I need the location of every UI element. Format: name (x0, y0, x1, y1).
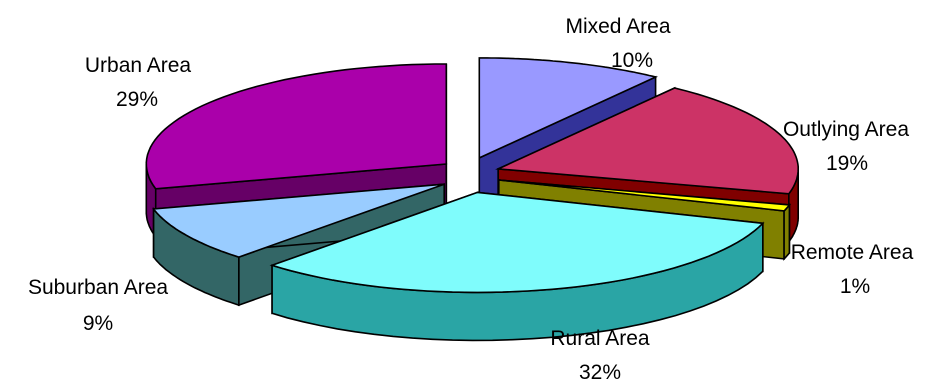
slice-label-mixed-area: Mixed Area (565, 15, 670, 38)
slice-label-urban-area: Urban Area (85, 54, 192, 77)
slice-top-face (145, 63, 448, 190)
slice-percent-suburban-area: 9% (83, 312, 113, 335)
slice-percent-remote-area: 1% (840, 275, 870, 298)
slice-top-face (495, 87, 800, 195)
slice-top-face (269, 191, 765, 294)
slice-top-face (478, 57, 659, 160)
slice-layer (145, 57, 800, 342)
slice-label-outlying-area: Outlying Area (783, 118, 909, 141)
slice-percent-outlying-area: 19% (826, 152, 868, 175)
label-layer: Mixed Area 10% Outlying Area 19% Remote … (28, 15, 914, 383)
pie-slice-rural-area (269, 191, 765, 342)
slice-top-face (498, 179, 792, 212)
slice-outer-wall (783, 202, 791, 261)
slice-top-face (152, 183, 445, 258)
slice-percent-rural-area: 32% (579, 361, 621, 383)
slice-label-suburban-area: Suburban Area (28, 276, 168, 299)
slice-label-rural-area: Rural Area (550, 327, 650, 350)
slice-percent-mixed-area: 10% (611, 49, 653, 72)
slice-percent-urban-area: 29% (116, 88, 158, 111)
slice-label-remote-area: Remote Area (791, 241, 914, 264)
